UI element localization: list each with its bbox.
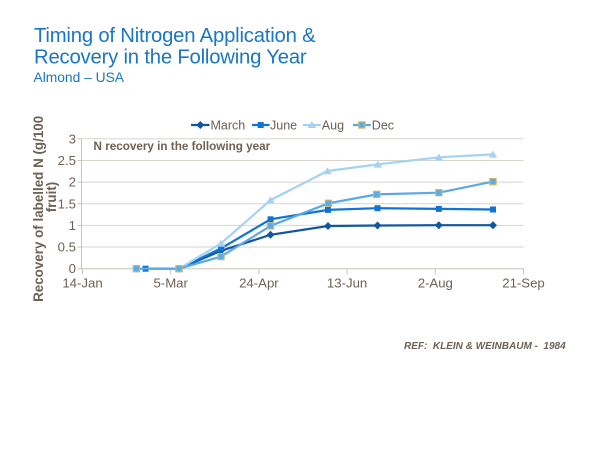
svg-text:Timing of Nitrogen Application: Timing of Nitrogen Application & [34,25,316,47]
svg-text:13-Jun: 13-Jun [327,276,367,291]
svg-text:2-Aug: 2-Aug [418,276,453,291]
svg-text:24-Apr: 24-Apr [239,276,279,291]
svg-text:REF: KLEIN & WEINBAUM - 1984: REF: KLEIN & WEINBAUM - 1984 [404,341,566,352]
svg-text:Almond – USA: Almond – USA [34,70,125,85]
svg-text:2.5: 2.5 [58,153,76,168]
svg-text:Recovery in the Following Year: Recovery in the Following Year [34,47,307,69]
svg-text:2: 2 [69,175,76,190]
svg-text:1: 1 [69,218,76,233]
svg-text:N recovery in the following ye: N recovery in the following year [94,140,271,153]
svg-text:21-Sep: 21-Sep [502,276,545,291]
svg-text:5-Mar: 5-Mar [153,276,188,291]
svg-text:March: March [211,118,246,132]
svg-text:June: June [270,118,297,132]
svg-text:Recovery of labelled N (g/100: Recovery of labelled N (g/100 fruit) [31,112,59,302]
svg-text:0.5: 0.5 [58,240,76,255]
svg-text:1.5: 1.5 [58,196,76,211]
svg-text:Aug: Aug [322,118,344,132]
svg-text:3: 3 [69,131,76,146]
svg-text:14-Jan: 14-Jan [62,276,102,291]
svg-text:0: 0 [69,261,76,276]
svg-text:Dec: Dec [372,118,394,132]
